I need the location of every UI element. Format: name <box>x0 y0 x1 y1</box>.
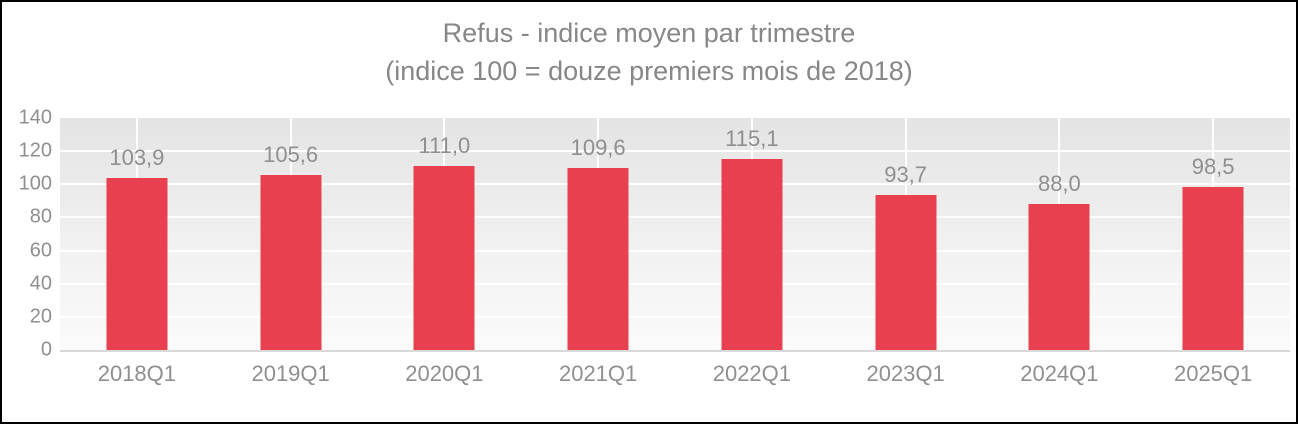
bar-2019Q1 <box>260 175 322 350</box>
x-axis: 2018Q1 2019Q1 2020Q1 2021Q1 2022Q1 2023Q1 2024… <box>2 361 1296 387</box>
horizontal-gridline <box>60 150 1290 153</box>
y-tick-label: 60 <box>29 239 52 262</box>
horizontal-gridline <box>60 183 1290 186</box>
bar-2020Q1 <box>413 166 475 350</box>
chart-body: 0 20 40 60 80 100 120 140 103,9 105,6 111,0 109,6 1… <box>2 107 1296 361</box>
y-tick-label: 20 <box>29 305 52 328</box>
bar-column-2024Q1: 88,0 <box>983 118 1137 350</box>
bar-2025Q1 <box>1182 186 1244 350</box>
bar-2023Q1 <box>875 194 937 350</box>
x-tick-label-2018Q1: 2018Q1 <box>97 361 177 386</box>
plot-area: 103,9 105,6 111,0 109,6 115,1 93,7 88,0 98,5 <box>60 118 1290 352</box>
bar-value-label: 88,0 <box>1037 171 1081 197</box>
y-tick-label: 140 <box>18 106 52 129</box>
x-tick-label-2020Q1: 2020Q1 <box>405 361 484 386</box>
bar-2022Q1 <box>721 159 783 350</box>
x-tick-label-2023Q1: 2023Q1 <box>866 361 945 386</box>
bar-value-label: 109,6 <box>570 135 626 161</box>
chart-title: Refus - indice moyen par trimestre <box>442 18 856 48</box>
bar-column-2018Q1: 103,9 <box>60 118 214 350</box>
x-tick-label-2022Q1: 2022Q1 <box>712 361 792 386</box>
bar-value-label: 105,6 <box>263 142 319 168</box>
y-tick-label: 40 <box>29 272 52 295</box>
bar-column-2020Q1: 111,0 <box>368 118 522 350</box>
bar-columns: 103,9 105,6 111,0 109,6 115,1 93,7 88,0 98,5 <box>60 118 1290 350</box>
chart-subtitle: (indice 100 = douze premiers mois de 201… <box>385 56 913 86</box>
x-tick-label-2025Q1: 2025Q1 <box>1173 361 1253 386</box>
bar-value-label: 103,9 <box>109 144 165 170</box>
bar-column-2025Q1: 98,5 <box>1136 118 1290 350</box>
bar-value-label: 93,7 <box>884 161 928 187</box>
bar-value-label: 98,5 <box>1191 153 1235 179</box>
horizontal-gridline <box>60 315 1290 318</box>
y-tick-label: 120 <box>18 139 52 162</box>
bar-2021Q1 <box>567 168 629 350</box>
x-tick-label-2019Q1: 2019Q1 <box>251 361 330 386</box>
y-axis: 0 20 40 60 80 100 120 140 <box>2 107 60 361</box>
horizontal-gridline <box>60 282 1290 285</box>
chart-title-block: Refus - indice moyen par trimestre (indi… <box>2 14 1296 90</box>
bar-2018Q1 <box>106 177 168 350</box>
y-tick-label: 0 <box>40 338 52 361</box>
bar-column-2022Q1: 115,1 <box>675 118 829 350</box>
x-tick-label-2021Q1: 2021Q1 <box>558 361 638 386</box>
bar-value-label: 111,0 <box>418 133 471 159</box>
x-tick-label-2024Q1: 2024Q1 <box>1020 361 1099 386</box>
bar-2024Q1 <box>1028 204 1090 350</box>
horizontal-gridline <box>60 216 1290 219</box>
bar-column-2021Q1: 109,6 <box>521 118 675 350</box>
y-tick-label: 100 <box>18 172 52 195</box>
y-tick-label: 80 <box>29 205 52 228</box>
bar-value-label: 115,1 <box>725 126 779 152</box>
bar-column-2023Q1: 93,7 <box>829 118 983 350</box>
horizontal-gridline <box>60 249 1290 252</box>
bar-column-2019Q1: 105,6 <box>214 118 368 350</box>
